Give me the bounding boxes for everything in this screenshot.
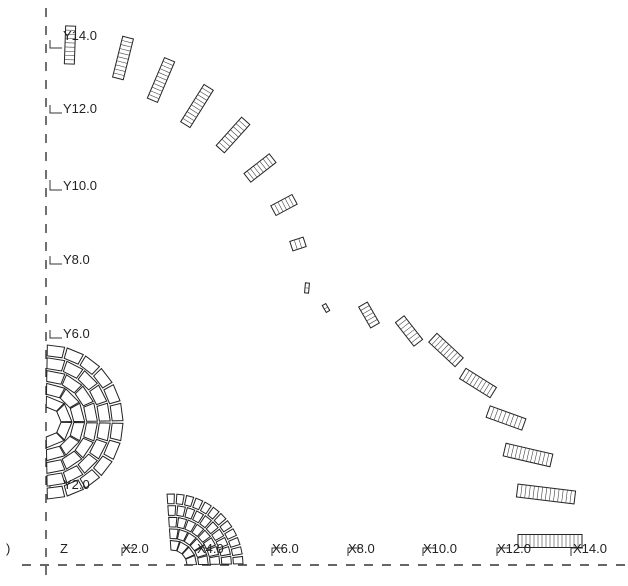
coil-block [486,406,526,430]
y-tick-10 [50,180,62,190]
coil-block [516,484,575,504]
inner-coil-segment [169,517,177,527]
coil-block [244,154,276,182]
inner-coil-segment [177,506,186,517]
x-label-14: X14.0 [573,541,607,556]
y-tick-14 [50,40,62,48]
coil-block [113,36,134,79]
coil-block [271,195,297,216]
y-tick-8 [50,256,62,264]
x-label-10: X10.0 [423,541,457,556]
x-label-8: X8.0 [348,541,375,556]
inner-coil-segment [84,403,98,421]
y-tick-6 [50,330,62,338]
inner-coil-segment [78,454,97,473]
inner-coil-segment [176,494,184,504]
coil-blocks [64,26,582,548]
inner-coil-segment [231,547,242,556]
inner-coil-segment [210,556,220,564]
inner-coil-segment [168,506,176,516]
inner-coil-segment [233,556,243,563]
y-label-12: Y12.0 [63,101,97,116]
inner-coil-segment [47,358,65,371]
inner-coil-segment [47,371,65,385]
x-label-2: X2.0 [122,541,149,556]
coil-block [290,237,306,251]
y-axis-ticks [50,40,62,489]
y-label-14: Y14.0 [63,28,97,43]
coil-block [359,302,380,328]
y-label-6: Y6.0 [63,326,90,341]
inner-coil-segment [97,403,110,421]
coil-block [503,443,553,466]
inner-coil-segment [80,356,99,374]
inner-coil-segment [47,345,64,358]
inner-coil-segment [47,486,64,499]
inner-coil-segment [94,456,112,475]
inner-coil-segment [47,460,65,474]
inner-coil-segment [110,403,123,420]
inner-coil-segment [110,423,123,440]
x-label-12: X12.0 [497,541,531,556]
y-label-2: Y2.0 [63,477,90,492]
edge-mark: ) [6,541,10,556]
inner-coil-segment [84,423,98,441]
coil-block [395,316,422,346]
inner-coil-segment [78,371,97,390]
origin-label: Z [60,541,68,556]
y-tick-12 [50,105,62,113]
coil-block [147,58,174,103]
coil-block [322,304,329,313]
coil-block [460,368,497,397]
coil-block [305,283,310,293]
inner-coil-segment [221,556,231,564]
inner-coil-segment [167,494,174,504]
inner-coil-segment [185,496,194,507]
coil-block [216,117,250,153]
inner-coil-segment [94,369,112,388]
y-label-8: Y8.0 [63,252,90,267]
x-label-6: X6.0 [272,541,299,556]
coil-block [429,333,464,366]
inner-coil-segment [169,529,178,539]
inner-coil-left [46,345,123,499]
x-label-4: X4.0 [197,541,224,556]
inner-coil-segment [97,423,110,441]
y-label-10: Y10.0 [63,178,97,193]
inner-coils [46,345,243,565]
coil-block [181,84,214,127]
inner-coil-segment [229,538,240,548]
inner-coil-segment [193,498,203,509]
